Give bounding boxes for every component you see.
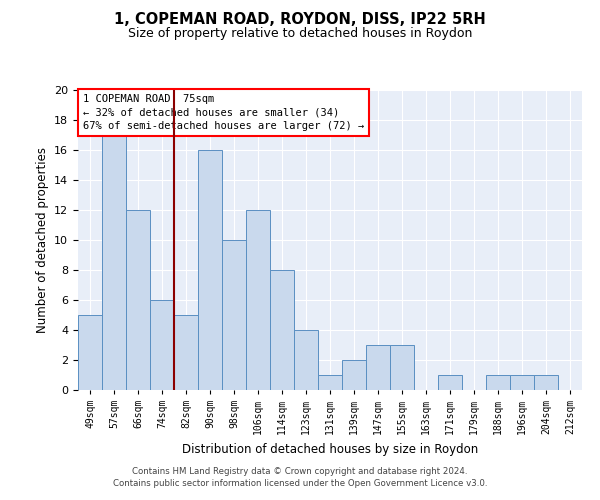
Bar (246, 210, 270, 390)
Bar (294, 330, 318, 390)
X-axis label: Distribution of detached houses by size in Roydon: Distribution of detached houses by size … (182, 442, 478, 456)
Bar (486, 375, 510, 390)
Bar (342, 360, 366, 390)
Bar (78, 315, 102, 390)
Bar (438, 375, 462, 390)
Text: 1, COPEMAN ROAD, ROYDON, DISS, IP22 5RH: 1, COPEMAN ROAD, ROYDON, DISS, IP22 5RH (114, 12, 486, 28)
Bar (150, 300, 174, 390)
Bar (390, 345, 414, 390)
Bar (534, 375, 558, 390)
Bar (366, 345, 390, 390)
Bar (510, 375, 534, 390)
Text: 1 COPEMAN ROAD: 75sqm
← 32% of detached houses are smaller (34)
67% of semi-deta: 1 COPEMAN ROAD: 75sqm ← 32% of detached … (83, 94, 364, 131)
Bar (318, 375, 342, 390)
Text: Contains HM Land Registry data © Crown copyright and database right 2024.
Contai: Contains HM Land Registry data © Crown c… (113, 466, 487, 487)
Bar (126, 210, 150, 390)
Bar (222, 240, 246, 390)
Bar (102, 135, 126, 390)
Bar (270, 270, 294, 390)
Bar (174, 315, 198, 390)
Bar (198, 150, 222, 390)
Text: Size of property relative to detached houses in Roydon: Size of property relative to detached ho… (128, 28, 472, 40)
Y-axis label: Number of detached properties: Number of detached properties (35, 147, 49, 333)
